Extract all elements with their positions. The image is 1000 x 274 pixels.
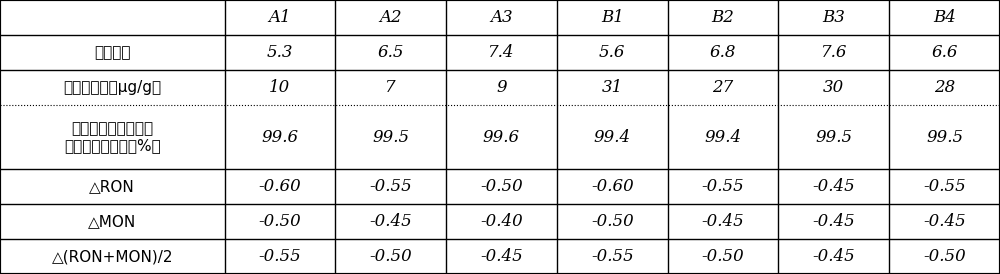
Text: 31: 31 [602, 79, 623, 96]
Text: -0.55: -0.55 [923, 178, 966, 195]
Text: A1: A1 [269, 9, 291, 26]
Text: -0.45: -0.45 [369, 213, 412, 230]
Text: -0.55: -0.55 [702, 178, 744, 195]
Text: -0.45: -0.45 [480, 248, 523, 265]
Text: -0.45: -0.45 [812, 213, 855, 230]
Text: -0.45: -0.45 [812, 248, 855, 265]
Text: -0.60: -0.60 [259, 178, 301, 195]
Text: △(RON+MON)/2: △(RON+MON)/2 [52, 249, 173, 264]
Text: -0.45: -0.45 [923, 213, 966, 230]
Text: 6.8: 6.8 [710, 44, 736, 61]
Text: 99.6: 99.6 [483, 129, 520, 145]
Text: 磨损指数: 磨损指数 [94, 45, 131, 60]
Text: 6.5: 6.5 [377, 44, 404, 61]
Text: B4: B4 [933, 9, 956, 26]
Text: 9: 9 [496, 79, 507, 96]
Text: △RON: △RON [89, 179, 135, 194]
Text: -0.50: -0.50 [259, 213, 301, 230]
Text: 99.5: 99.5 [815, 129, 852, 145]
Text: 5.3: 5.3 [267, 44, 293, 61]
Text: -0.50: -0.50 [702, 248, 744, 265]
Text: 99.5: 99.5 [372, 129, 409, 145]
Text: -0.45: -0.45 [702, 213, 744, 230]
Text: -0.40: -0.40 [480, 213, 523, 230]
Text: 99.4: 99.4 [594, 129, 631, 145]
Text: B1: B1 [601, 9, 624, 26]
Text: 28: 28 [934, 79, 955, 96]
Text: -0.50: -0.50 [591, 213, 634, 230]
Text: 7.6: 7.6 [821, 44, 847, 61]
Text: -0.50: -0.50 [923, 248, 966, 265]
Text: 7.4: 7.4 [488, 44, 515, 61]
Text: -0.60: -0.60 [591, 178, 634, 195]
Text: 99.5: 99.5 [926, 129, 963, 145]
Text: 7: 7 [385, 79, 396, 96]
Text: 27: 27 [712, 79, 734, 96]
Text: A2: A2 [379, 9, 402, 26]
Text: -0.55: -0.55 [259, 248, 301, 265]
Text: -0.55: -0.55 [369, 178, 412, 195]
Text: B2: B2 [712, 9, 734, 26]
Text: -0.55: -0.55 [591, 248, 634, 265]
Text: △MON: △MON [88, 214, 136, 229]
Text: -0.50: -0.50 [369, 248, 412, 265]
Text: 10: 10 [269, 79, 291, 96]
Text: 6.6: 6.6 [931, 44, 958, 61]
Text: 99.6: 99.6 [261, 129, 299, 145]
Text: 产品硫含量（μg/g）: 产品硫含量（μg/g） [63, 80, 161, 95]
Text: -0.45: -0.45 [812, 178, 855, 195]
Text: 5.6: 5.6 [599, 44, 626, 61]
Text: 脱硫催化剂稳定后的
产品汽油的收率（%）: 脱硫催化剂稳定后的 产品汽油的收率（%） [64, 121, 161, 153]
Text: 99.4: 99.4 [704, 129, 742, 145]
Text: B3: B3 [822, 9, 845, 26]
Text: A3: A3 [490, 9, 513, 26]
Text: -0.50: -0.50 [480, 178, 523, 195]
Text: 30: 30 [823, 79, 844, 96]
